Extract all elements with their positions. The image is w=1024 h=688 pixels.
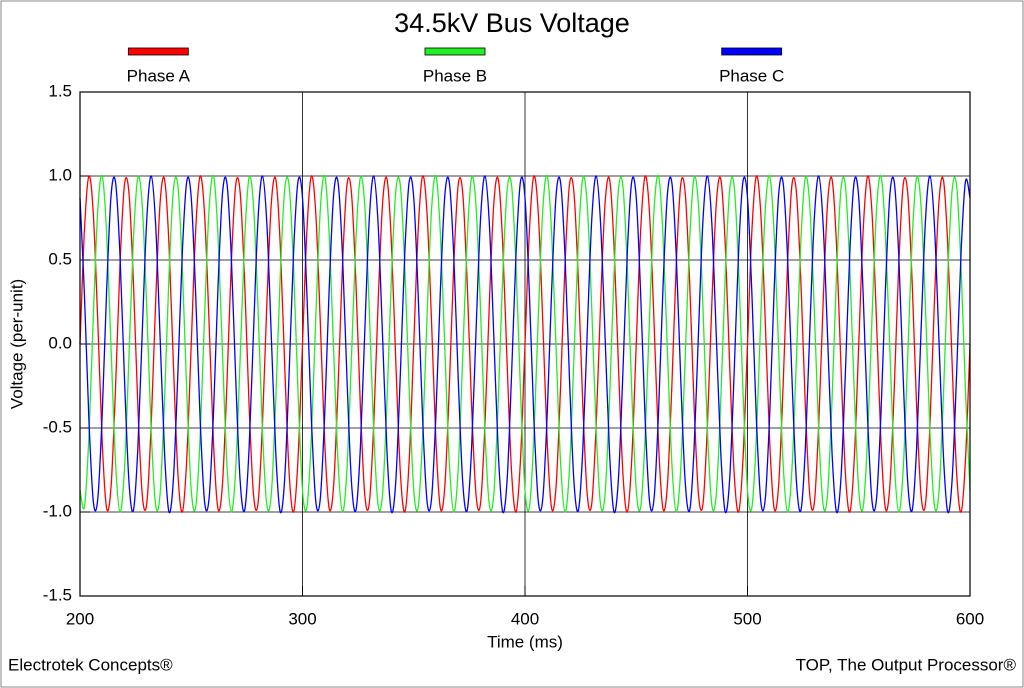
y-tick-label: -1.5 xyxy=(43,585,72,604)
y-axis-label: Voltage (per-unit) xyxy=(7,279,26,409)
x-tick-label: 300 xyxy=(288,609,316,628)
series-line xyxy=(79,175,971,514)
legend-label: Phase B xyxy=(423,66,487,85)
x-tick-label: 400 xyxy=(511,609,539,628)
y-tick-label: -0.5 xyxy=(43,417,72,436)
plot-border xyxy=(79,91,971,597)
y-tick-label: -1.0 xyxy=(43,501,72,520)
x-tick-label: 600 xyxy=(956,609,984,628)
footer-right: TOP, The Output Processor® xyxy=(796,655,1017,674)
legend-label: Phase A xyxy=(127,66,191,85)
x-tick-label: 500 xyxy=(733,609,761,628)
footer-left: Electrotek Concepts® xyxy=(8,655,173,674)
y-tick-label: 0.5 xyxy=(48,249,72,268)
y-tick-label: 1.5 xyxy=(48,81,72,100)
y-tick-label: 0.0 xyxy=(48,333,72,352)
y-tick-label: 1.0 xyxy=(48,165,72,184)
x-tick-label: 200 xyxy=(66,609,94,628)
series-line xyxy=(79,175,971,513)
legend-label: Phase C xyxy=(719,66,784,85)
chart-title: 34.5kV Bus Voltage xyxy=(394,8,630,38)
legend-swatch xyxy=(721,47,783,56)
series-line xyxy=(79,174,971,513)
legend-swatch xyxy=(127,47,189,56)
legend-swatch xyxy=(424,47,486,56)
x-axis-label: Time (ms) xyxy=(487,632,563,651)
